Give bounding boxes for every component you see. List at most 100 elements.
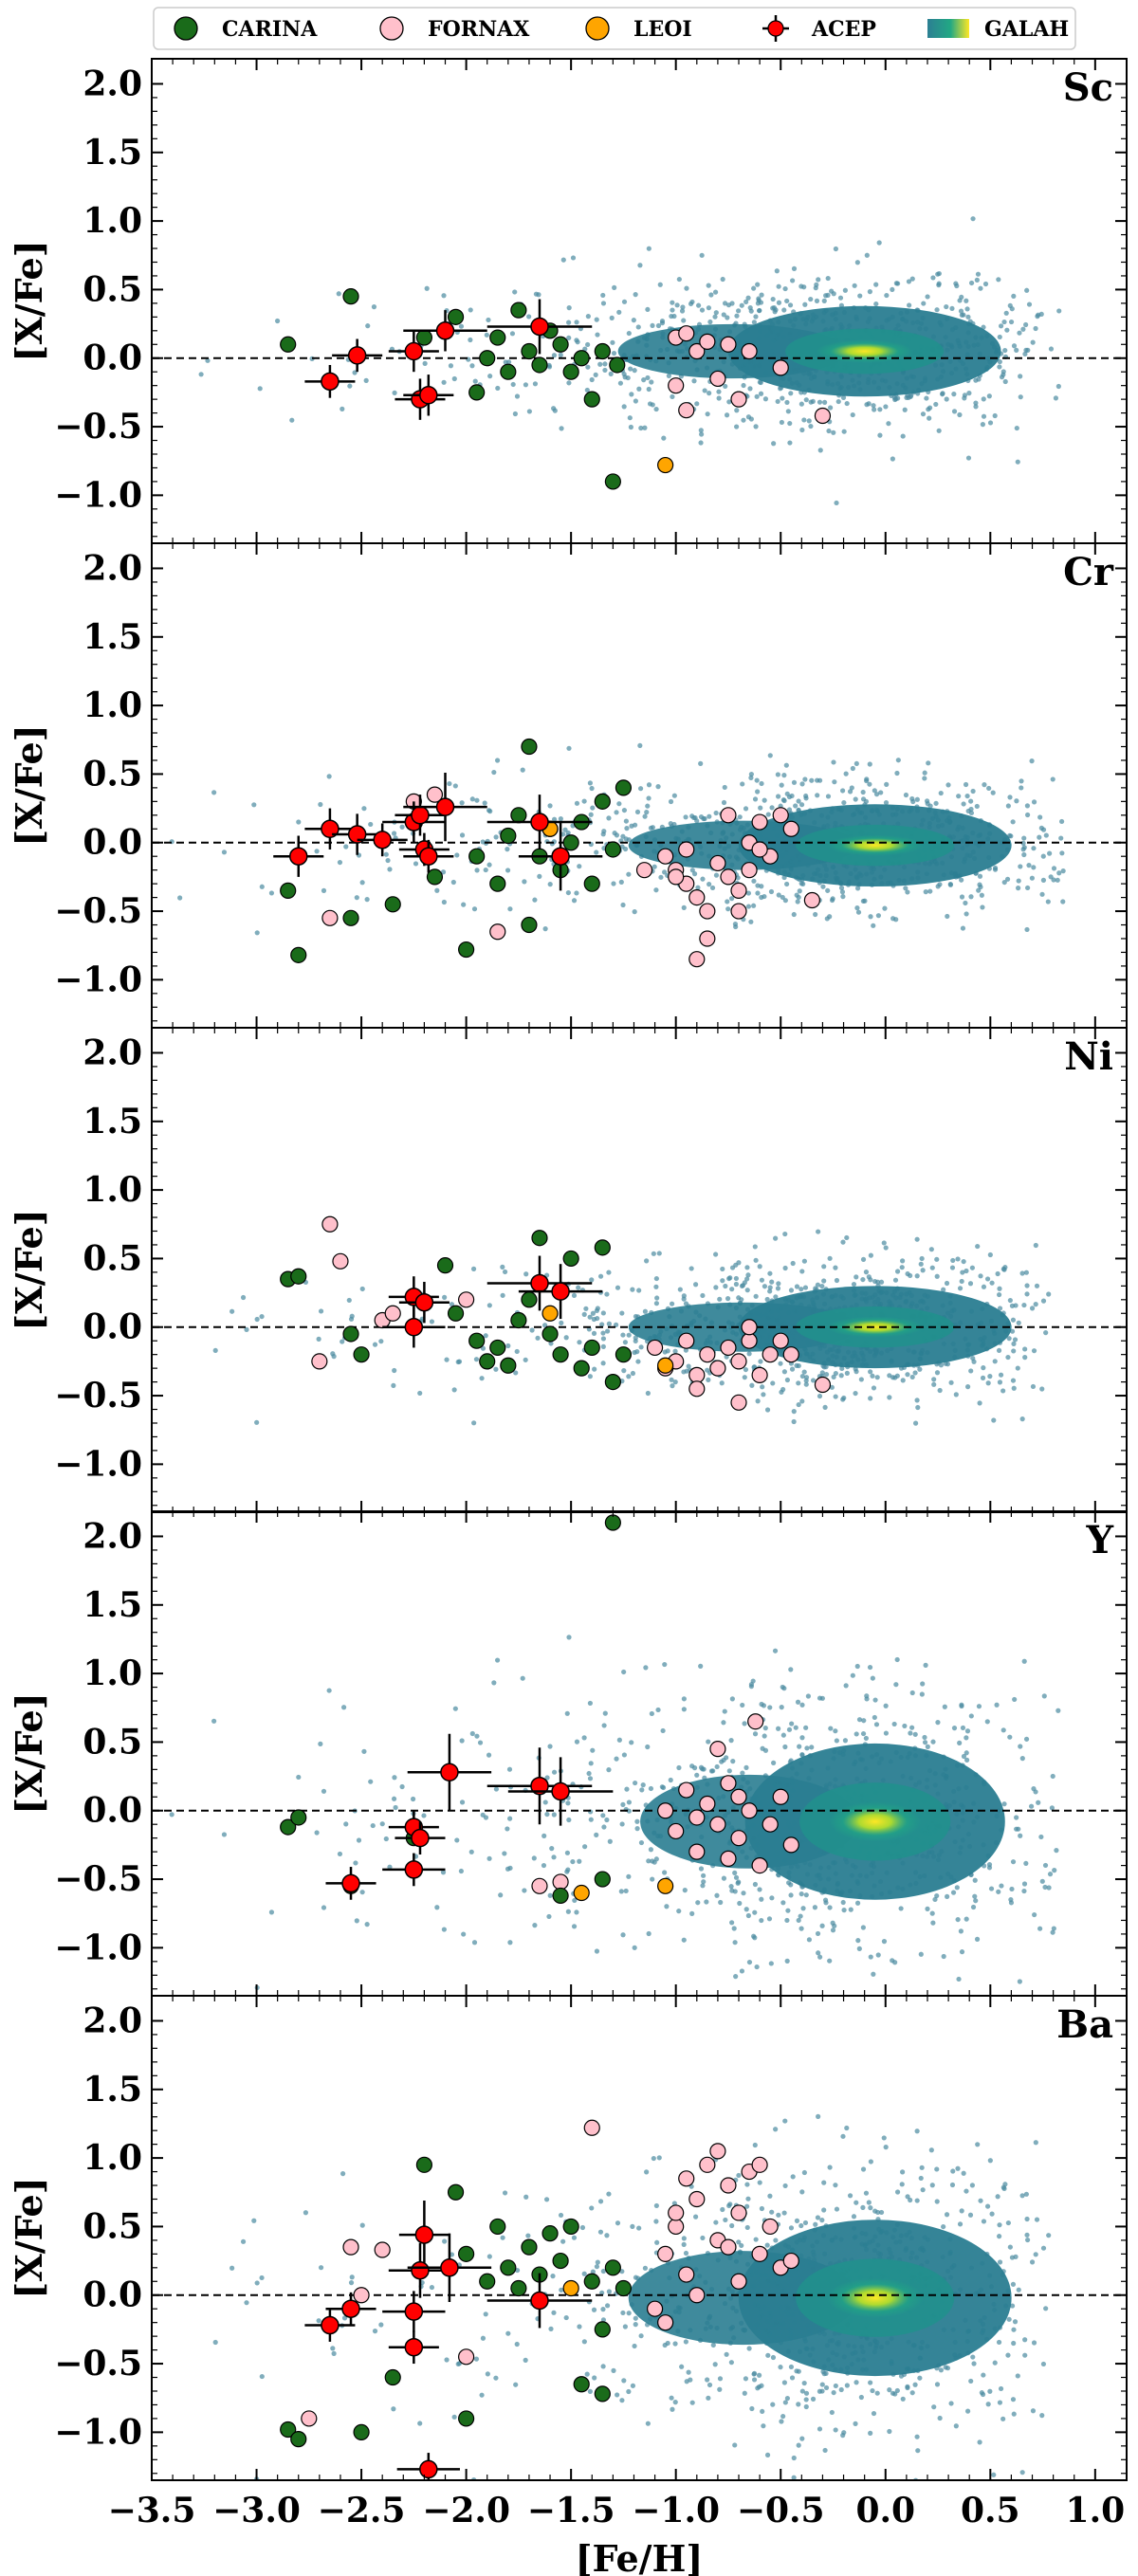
galah-point — [633, 2315, 638, 2321]
acep-point — [518, 822, 603, 891]
galah-point — [1022, 1355, 1028, 1361]
galah-point — [855, 1938, 861, 1944]
galah-point — [725, 315, 730, 320]
galah-point — [969, 2183, 975, 2188]
galah-point — [642, 425, 648, 430]
galah-point — [957, 1286, 964, 1291]
galah-point — [997, 2400, 1003, 2405]
fornax-point — [730, 1788, 747, 1805]
galah-point — [681, 1369, 687, 1375]
carina-point — [604, 473, 621, 490]
galah-point — [1010, 819, 1016, 825]
galah-point — [650, 825, 655, 831]
galah-point — [1014, 798, 1019, 804]
galah-point — [613, 1322, 619, 1327]
galah-point — [601, 1824, 607, 1830]
galah-point — [649, 379, 654, 385]
y-tick-label: −1.0 — [54, 1444, 142, 1484]
galah-point — [798, 283, 804, 289]
galah-point — [854, 260, 860, 265]
galah-point — [413, 861, 419, 867]
galah-point — [883, 1245, 889, 1251]
galah-point — [861, 1718, 867, 1724]
galah-point — [469, 363, 475, 369]
galah-density-core — [816, 339, 913, 363]
galah-point — [998, 1372, 1004, 1378]
galah-point — [742, 1280, 747, 1286]
galah-point — [893, 1682, 899, 1688]
galah-point — [991, 1417, 997, 1423]
galah-point — [746, 2346, 752, 2351]
galah-point — [451, 375, 457, 382]
acep-point — [486, 1747, 593, 1825]
galah-point — [648, 1785, 654, 1792]
galah-point — [542, 926, 548, 932]
galah-point — [748, 919, 754, 924]
galah-point — [769, 1895, 775, 1901]
galah-point — [964, 1268, 969, 1274]
galah-point — [1019, 1416, 1025, 1422]
galah-point — [794, 2368, 799, 2374]
galah-point — [970, 1904, 977, 1910]
fornax-point — [688, 1809, 706, 1826]
galah-point — [850, 411, 855, 418]
galah-point — [653, 887, 659, 893]
carina-point — [583, 1339, 600, 1357]
galah-point — [637, 742, 643, 749]
galah-point — [949, 1265, 956, 1270]
galah-point — [923, 1662, 928, 1668]
galah-point — [547, 1744, 553, 1749]
galah-point — [624, 1786, 630, 1792]
galah-point — [447, 780, 452, 787]
galah-point — [854, 1663, 860, 1670]
legend-label: GALAH — [984, 17, 1069, 42]
galah-point — [1021, 1302, 1027, 1308]
galah-point — [451, 1387, 457, 1393]
galah-point — [289, 417, 295, 423]
galah-point — [642, 813, 648, 819]
galah-point — [595, 2259, 600, 2265]
galah-point — [981, 1284, 987, 1289]
galah-point — [753, 1257, 759, 1263]
carina-point — [604, 1373, 621, 1391]
galah-point — [895, 758, 901, 763]
galah-point — [779, 1705, 784, 1710]
galah-point — [500, 1292, 505, 1298]
galah-point — [892, 1375, 898, 1380]
galah-point — [594, 317, 599, 322]
galah-point — [750, 1678, 756, 1684]
y-axis-label: [X/Fe] — [8, 1692, 50, 1814]
galah-point — [706, 283, 711, 288]
carina-point — [521, 916, 538, 934]
galah-point — [819, 1283, 825, 1289]
galah-point — [827, 1905, 833, 1910]
galah-point — [821, 298, 827, 303]
legend-label: FORNAX — [428, 17, 530, 42]
galah-point — [198, 372, 204, 377]
galah-point — [633, 398, 638, 404]
galah-point — [600, 2364, 606, 2369]
galah-point — [368, 821, 374, 828]
galah-point — [399, 824, 405, 830]
galah-point — [364, 1922, 370, 1927]
galah-point — [512, 411, 518, 417]
galah-point — [636, 2225, 642, 2231]
galah-point — [646, 1858, 652, 1864]
galah-point — [874, 1375, 880, 1380]
galah-point — [574, 320, 579, 325]
galah-point — [941, 1287, 946, 1292]
galah-point — [1000, 1727, 1006, 1733]
galah-point — [819, 1370, 825, 1376]
galah-point — [784, 298, 790, 304]
galah-point — [868, 1252, 873, 1258]
fornax-point — [772, 359, 789, 376]
galah-point — [387, 1864, 393, 1870]
galah-point — [1020, 326, 1026, 332]
galah-point — [602, 1710, 608, 1716]
galah-point — [1024, 2237, 1031, 2243]
galah-point — [458, 323, 465, 329]
galah-point — [1022, 2337, 1028, 2343]
galah-point — [456, 1359, 463, 1364]
galah-point — [959, 894, 965, 900]
galah-point — [1059, 818, 1065, 825]
